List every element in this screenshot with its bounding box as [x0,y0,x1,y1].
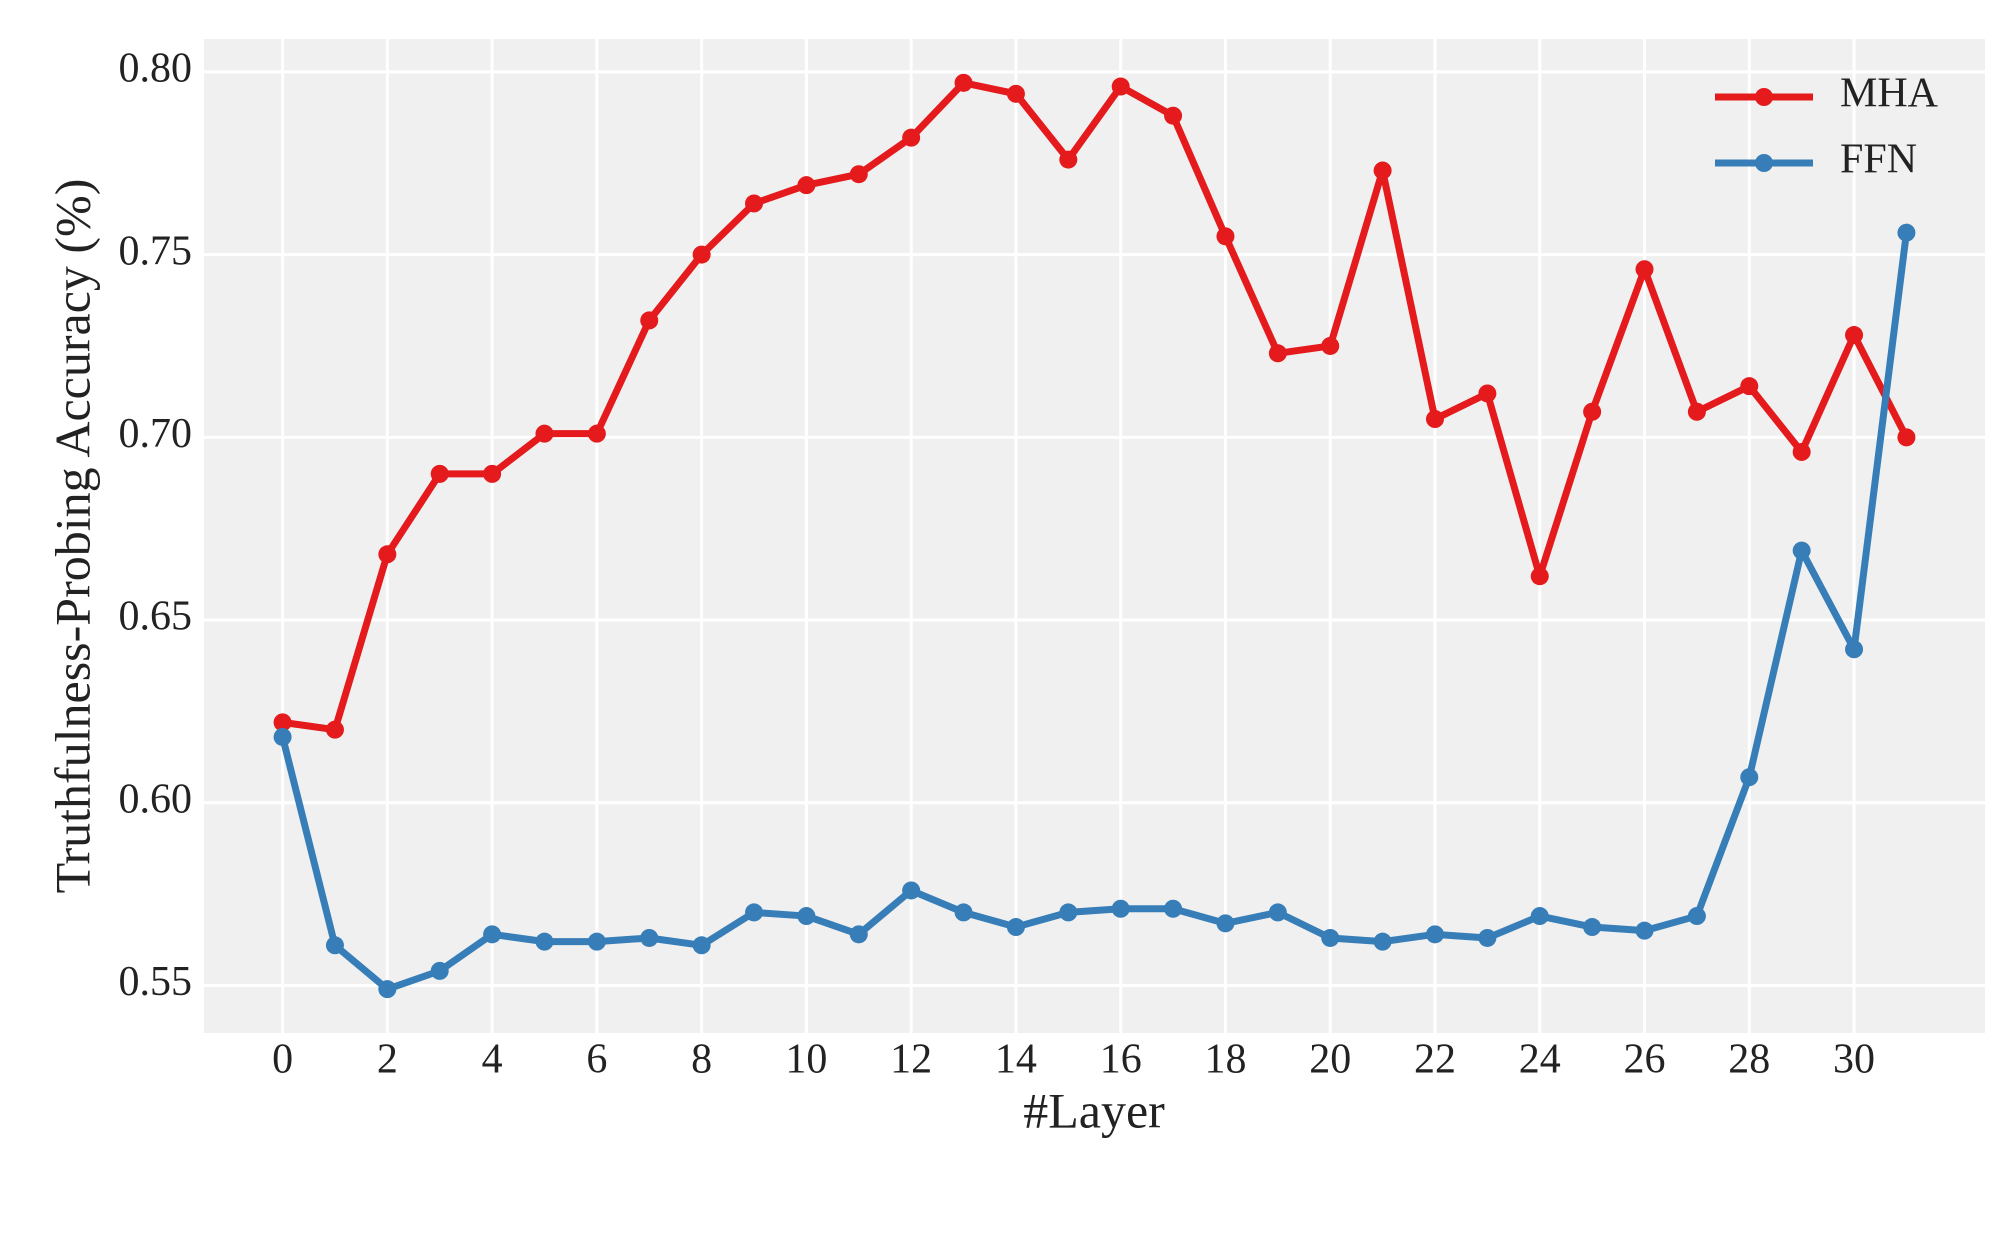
data-point [1164,899,1183,918]
data-point [378,545,397,564]
data-point [640,928,659,947]
data-point [1897,428,1916,447]
data-point [1216,227,1235,246]
data-point [1268,903,1287,922]
data-point [745,194,764,213]
data-point [849,925,868,944]
data-point [849,165,868,184]
y-tick-label: 0.80 [119,46,193,92]
y-tick-label: 0.75 [119,228,193,274]
data-point [1059,903,1078,922]
data-point [640,311,659,330]
data-point [378,980,397,999]
y-tick-label: 0.70 [119,411,193,457]
x-tick-label: 22 [1414,1037,1456,1083]
y-axis-label: Truthfulness-Probing Accuracy (%) [44,179,100,894]
data-point [1583,402,1602,421]
legend-marker [1755,88,1773,106]
data-point [273,727,292,746]
data-point [1425,925,1444,944]
y-tick-label: 0.60 [119,776,193,822]
data-point [1792,442,1811,461]
data-point [1006,918,1025,937]
data-point [1635,921,1654,940]
data-point [587,932,606,951]
x-tick-label: 30 [1833,1037,1875,1083]
legend-label: FFN [1840,137,1917,183]
x-tick-label: 2 [377,1037,398,1083]
plot-area [204,39,1985,1033]
data-point [1216,914,1235,933]
data-point [1373,932,1392,951]
x-tick-label: 26 [1624,1037,1666,1083]
data-point [1845,640,1864,659]
data-point [1530,907,1549,926]
y-tick-label: 0.55 [119,959,193,1005]
data-point [1897,223,1916,242]
data-point [1740,377,1759,396]
x-tick-label: 12 [890,1037,932,1083]
data-point [1687,907,1706,926]
data-point [954,903,973,922]
data-point [902,128,921,147]
data-point [1321,928,1340,947]
data-point [430,464,449,483]
data-point [1478,384,1497,403]
data-point [1373,161,1392,180]
data-point [1059,150,1078,169]
data-point [535,424,554,443]
x-tick-label: 16 [1100,1037,1142,1083]
data-point [692,936,711,955]
data-point [1006,84,1025,103]
x-tick-label: 28 [1728,1037,1770,1083]
x-tick-label: 14 [995,1037,1037,1083]
data-point [325,720,344,739]
data-point [797,907,816,926]
data-point [745,903,764,922]
x-tick-label: 8 [691,1037,712,1083]
data-point [902,881,921,900]
data-point [1425,410,1444,429]
data-point [692,245,711,264]
data-point [1792,541,1811,560]
data-point [430,961,449,980]
data-point [483,464,502,483]
x-tick-label: 4 [482,1037,503,1083]
data-point [1478,928,1497,947]
x-tick-label: 18 [1204,1037,1246,1083]
data-point [797,176,816,195]
x-tick-label: 20 [1309,1037,1351,1083]
x-tick-label: 0 [272,1037,293,1083]
data-point [483,925,502,944]
data-point [1583,918,1602,937]
data-point [1321,336,1340,355]
x-tick-label: 24 [1519,1037,1561,1083]
x-tick-label: 6 [586,1037,607,1083]
data-point [1164,106,1183,125]
data-point [1740,768,1759,787]
data-point [954,73,973,92]
legend-label: MHA [1840,71,1939,117]
data-point [587,424,606,443]
data-point [1111,899,1130,918]
data-point [273,713,292,732]
y-tick-label: 0.65 [119,594,193,640]
data-point [535,932,554,951]
data-point [1845,326,1864,345]
legend-marker [1755,154,1773,172]
data-point [325,936,344,955]
data-point [1635,260,1654,279]
data-point [1268,344,1287,363]
data-point [1687,402,1706,421]
data-point [1111,77,1130,96]
x-axis-label: #Layer [1023,1082,1165,1138]
x-tick-label: 10 [785,1037,827,1083]
data-point [1530,567,1549,586]
